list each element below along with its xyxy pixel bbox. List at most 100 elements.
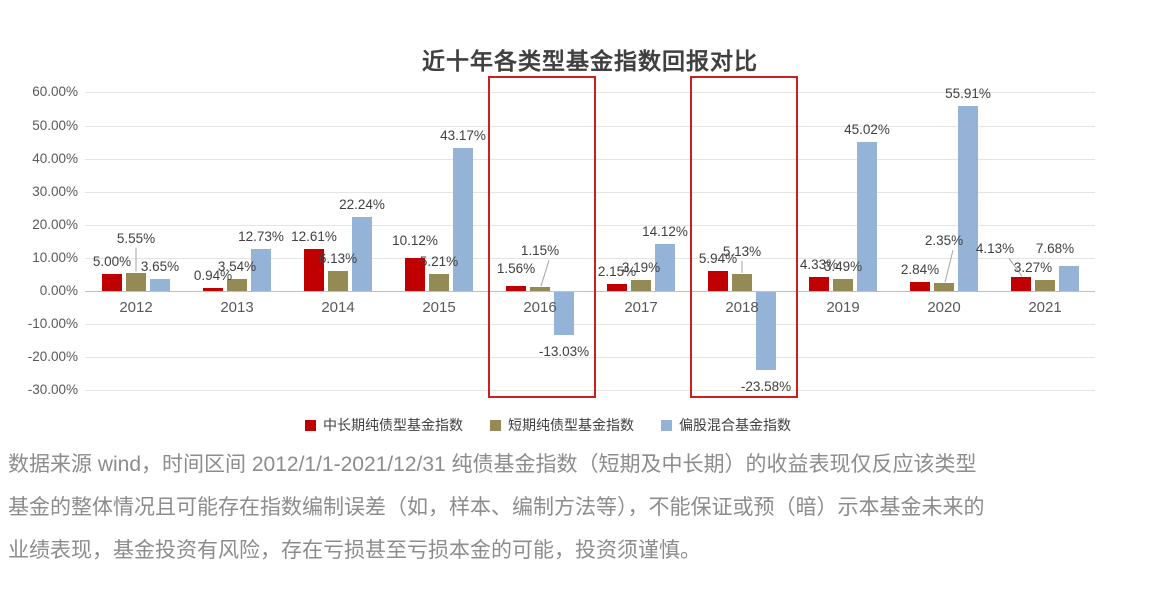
bar-2018-series0 xyxy=(708,271,728,291)
bar-2018-series2 xyxy=(756,292,776,371)
data-label-2019-series2: 45.02% xyxy=(844,121,890,137)
data-label-2015-series0: 10.12% xyxy=(392,232,438,248)
bar-2017-series1 xyxy=(631,280,651,291)
data-label-2018-series2: -23.58% xyxy=(740,379,792,395)
y-axis-tick-label: 30.00% xyxy=(32,183,78,199)
highlight-box-2018 xyxy=(690,76,798,398)
bar-2020-series1 xyxy=(934,283,954,291)
data-label-2021-series1: 3.27% xyxy=(1013,260,1053,276)
legend-label: 偏股混合基金指数 xyxy=(679,417,791,433)
data-label-2021-series0: 4.13% xyxy=(975,241,1015,257)
legend-swatch-icon xyxy=(661,419,672,431)
x-axis-label-2021: 2021 xyxy=(1028,299,1062,316)
x-axis-label-2014: 2014 xyxy=(321,299,355,316)
bar-2020-series0 xyxy=(910,281,930,291)
bar-2013-series2 xyxy=(251,248,271,291)
bar-2014-series1 xyxy=(328,270,348,291)
bar-2015-series0 xyxy=(405,257,425,291)
bar-2014-series0 xyxy=(304,249,324,291)
grid-line xyxy=(85,191,1095,193)
data-label-2016-series1: 1.15% xyxy=(520,243,560,259)
y-axis-tick-label: 60.00% xyxy=(32,84,78,100)
y-axis-tick-label: -20.00% xyxy=(27,349,78,365)
grid-line xyxy=(85,158,1095,160)
data-label-2012-series0: 5.00% xyxy=(92,254,132,270)
bar-2021-series1 xyxy=(1035,280,1055,291)
data-label-2018-series1: 5.13% xyxy=(722,244,762,260)
bar-2013-series0 xyxy=(203,287,223,291)
data-label-2015-series1: 5.21% xyxy=(419,253,459,269)
y-axis-tick-label: 50.00% xyxy=(32,117,78,133)
data-label-2021-series2: 7.68% xyxy=(1035,240,1075,256)
bar-2016-series0 xyxy=(506,285,526,291)
data-label-2012-series2: 3.65% xyxy=(140,258,180,274)
data-label-2014-series1: 6.13% xyxy=(318,250,358,266)
legend-item-0: 中长期纯债型基金指数 xyxy=(305,415,463,435)
data-label-2017-series2: 14.12% xyxy=(642,224,688,240)
bar-2019-series2 xyxy=(857,141,877,291)
bar-2015-series2 xyxy=(453,148,473,291)
legend-swatch-icon xyxy=(490,419,501,431)
grid-line xyxy=(85,224,1095,226)
data-label-2013-series0: 0.94% xyxy=(193,267,233,283)
grid-line xyxy=(85,257,1095,259)
legend-item-2: 偏股混合基金指数 xyxy=(661,415,791,435)
grid-line xyxy=(85,92,1095,94)
disclaimer-line: 基金的整体情况且可能存在指数编制误差（如，样本、编制方法等），不能保证或预（暗）… xyxy=(8,496,985,519)
data-label-2018-series0: 5.94% xyxy=(698,251,738,267)
data-label-2014-series2: 22.24% xyxy=(339,197,385,213)
x-axis-label-2019: 2019 xyxy=(826,299,860,316)
chart-title: 近十年各类型基金指数回报对比 xyxy=(422,48,758,74)
bar-2016-series1 xyxy=(530,287,550,291)
bar-2018-series1 xyxy=(732,274,752,291)
bar-2012-series1 xyxy=(126,272,146,291)
y-axis-tick-label: 20.00% xyxy=(32,216,78,232)
x-axis-label-2013: 2013 xyxy=(220,299,254,316)
legend-swatch-icon xyxy=(305,419,316,431)
data-label-2019-series0: 4.33% xyxy=(799,256,839,272)
data-label-2013-series2: 12.73% xyxy=(238,228,284,244)
data-label-2016-series2: -13.03% xyxy=(538,344,590,360)
bar-2019-series1 xyxy=(833,279,853,291)
x-axis-label-2015: 2015 xyxy=(422,299,456,316)
x-axis-label-2018: 2018 xyxy=(725,299,759,316)
y-axis-tick-label: -10.00% xyxy=(27,316,78,332)
y-axis-tick-label: -30.00% xyxy=(27,382,78,398)
data-label-2020-series1: 2.35% xyxy=(924,233,964,249)
bar-2020-series2 xyxy=(958,105,978,291)
data-label-2015-series2: 43.17% xyxy=(440,128,486,144)
bar-2017-series2 xyxy=(655,244,675,291)
bar-2012-series2 xyxy=(150,278,170,291)
legend-item-1: 短期纯债型基金指数 xyxy=(490,415,634,435)
grid-line xyxy=(85,324,1095,326)
data-label-2020-series0: 2.84% xyxy=(900,261,940,277)
disclaimer-text: 数据来源 wind，时间区间 2012/1/1-2021/12/31 纯债基金指… xyxy=(8,443,985,572)
x-axis-label-2017: 2017 xyxy=(624,299,658,316)
data-label-2014-series0: 12.61% xyxy=(291,229,337,245)
x-axis-label-2020: 2020 xyxy=(927,299,961,316)
y-axis-tick-label: 0.00% xyxy=(39,283,78,298)
data-label-2017-series0: 2.15% xyxy=(597,263,637,279)
bar-2021-series0 xyxy=(1011,277,1031,291)
bar-2014-series2 xyxy=(352,217,372,291)
data-label-2020-series2: 55.91% xyxy=(945,85,991,101)
y-axis-tick-label: 40.00% xyxy=(32,150,78,166)
y-axis-tick-label: 10.00% xyxy=(32,249,78,265)
disclaimer-line: 业绩表现，基金投资有风险，存在亏损甚至亏损本金的可能，投资须谨慎。 xyxy=(8,539,701,562)
bar-2015-series1 xyxy=(429,273,449,291)
highlight-box-2016 xyxy=(488,76,596,398)
bar-2021-series2 xyxy=(1059,265,1079,291)
grid-line xyxy=(85,125,1095,127)
disclaimer-line: 数据来源 wind，时间区间 2012/1/1-2021/12/31 纯债基金指… xyxy=(8,453,977,476)
bar-2012-series0 xyxy=(102,274,122,291)
legend-label: 中长期纯债型基金指数 xyxy=(323,417,463,433)
legend-label: 短期纯债型基金指数 xyxy=(508,417,634,433)
bar-2019-series0 xyxy=(809,276,829,291)
x-axis-label-2012: 2012 xyxy=(119,299,153,316)
leader-line-2020-series1 xyxy=(944,250,954,283)
bar-2016-series2 xyxy=(554,292,574,336)
grid-line xyxy=(85,291,1095,292)
data-label-2012-series1: 5.55% xyxy=(116,230,156,246)
bar-2017-series0 xyxy=(607,283,627,291)
